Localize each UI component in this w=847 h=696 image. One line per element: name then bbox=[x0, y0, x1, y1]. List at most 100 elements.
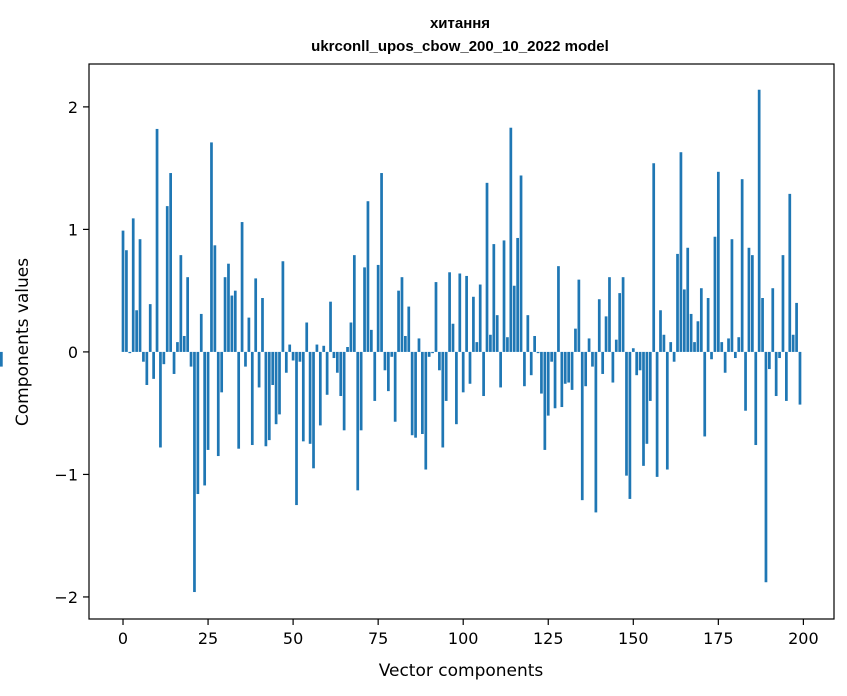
bar bbox=[390, 351, 394, 357]
bar bbox=[679, 152, 683, 352]
bar bbox=[186, 277, 190, 352]
bar bbox=[710, 351, 713, 360]
bar bbox=[730, 239, 734, 352]
bar bbox=[778, 351, 781, 359]
bar bbox=[349, 322, 353, 352]
bar bbox=[213, 245, 217, 352]
bar bbox=[489, 334, 492, 352]
bar bbox=[791, 334, 795, 352]
bar bbox=[713, 236, 717, 352]
bar bbox=[128, 351, 132, 354]
bar bbox=[288, 344, 292, 352]
bar bbox=[686, 247, 690, 352]
bar bbox=[155, 128, 159, 352]
bar bbox=[591, 351, 594, 367]
bar bbox=[543, 351, 547, 450]
bar bbox=[751, 255, 754, 352]
bar bbox=[431, 351, 434, 354]
bar bbox=[421, 351, 424, 434]
x-tick-label: 75 bbox=[368, 629, 388, 648]
y-tick-label: 0 bbox=[68, 343, 78, 362]
bar bbox=[220, 351, 224, 393]
bar bbox=[550, 351, 554, 362]
bar bbox=[492, 244, 496, 352]
bar bbox=[250, 351, 254, 446]
bar bbox=[404, 335, 407, 352]
bar bbox=[0, 351, 3, 367]
bar bbox=[560, 351, 564, 408]
bar bbox=[733, 351, 737, 359]
bar bbox=[176, 342, 179, 352]
bar bbox=[261, 298, 264, 352]
bar bbox=[737, 337, 741, 352]
bar bbox=[465, 275, 468, 352]
bar bbox=[727, 338, 730, 352]
bar bbox=[574, 328, 577, 352]
bar bbox=[774, 351, 778, 397]
bar bbox=[165, 206, 169, 352]
bar bbox=[312, 351, 315, 469]
y-tick-label: 2 bbox=[68, 98, 78, 117]
bar bbox=[244, 351, 247, 367]
bar bbox=[373, 351, 377, 401]
bar bbox=[604, 316, 608, 352]
bar bbox=[125, 250, 128, 352]
bar bbox=[584, 351, 588, 387]
bar bbox=[172, 351, 176, 374]
bar bbox=[659, 310, 662, 352]
bar bbox=[448, 272, 451, 352]
bar bbox=[145, 351, 149, 385]
bar bbox=[693, 342, 696, 352]
bar bbox=[424, 351, 428, 470]
bar bbox=[546, 351, 550, 416]
bar bbox=[506, 337, 509, 352]
bar bbox=[706, 298, 710, 352]
bar bbox=[771, 288, 775, 352]
bar bbox=[380, 173, 383, 352]
bar bbox=[169, 173, 172, 352]
bar bbox=[152, 351, 155, 379]
bar bbox=[757, 89, 761, 352]
bar bbox=[359, 351, 363, 431]
bar bbox=[417, 338, 421, 352]
bar bbox=[502, 240, 506, 352]
bar bbox=[216, 351, 220, 457]
bar bbox=[509, 127, 513, 352]
y-tick-label: 1 bbox=[68, 220, 78, 239]
x-tick-label: 50 bbox=[283, 629, 303, 648]
bar bbox=[495, 315, 499, 352]
bar bbox=[744, 351, 747, 411]
x-tick-label: 25 bbox=[198, 629, 218, 648]
bar bbox=[162, 351, 166, 365]
bar bbox=[764, 351, 768, 583]
bar bbox=[233, 290, 237, 352]
bar bbox=[645, 351, 649, 444]
bar bbox=[407, 306, 411, 352]
bar bbox=[298, 351, 302, 362]
bar bbox=[699, 288, 703, 352]
bar bbox=[747, 247, 751, 352]
bar bbox=[740, 179, 744, 352]
bar bbox=[441, 351, 445, 448]
bar bbox=[339, 351, 343, 397]
bar bbox=[438, 351, 441, 371]
bar bbox=[638, 351, 642, 371]
plot-frame bbox=[88, 63, 835, 620]
chart-title: хитання bbox=[430, 15, 490, 32]
bar bbox=[444, 351, 448, 401]
bar bbox=[227, 263, 230, 352]
bar bbox=[451, 323, 455, 352]
bar bbox=[397, 290, 400, 352]
bar bbox=[526, 315, 530, 352]
bar bbox=[662, 334, 666, 352]
bar bbox=[366, 201, 370, 352]
bar bbox=[482, 351, 485, 397]
bar bbox=[135, 310, 138, 352]
bar bbox=[468, 351, 472, 384]
bar bbox=[199, 313, 203, 352]
bar bbox=[798, 351, 802, 405]
bar bbox=[618, 293, 622, 352]
bar bbox=[689, 313, 693, 352]
bar bbox=[516, 237, 519, 352]
bar bbox=[587, 338, 591, 352]
